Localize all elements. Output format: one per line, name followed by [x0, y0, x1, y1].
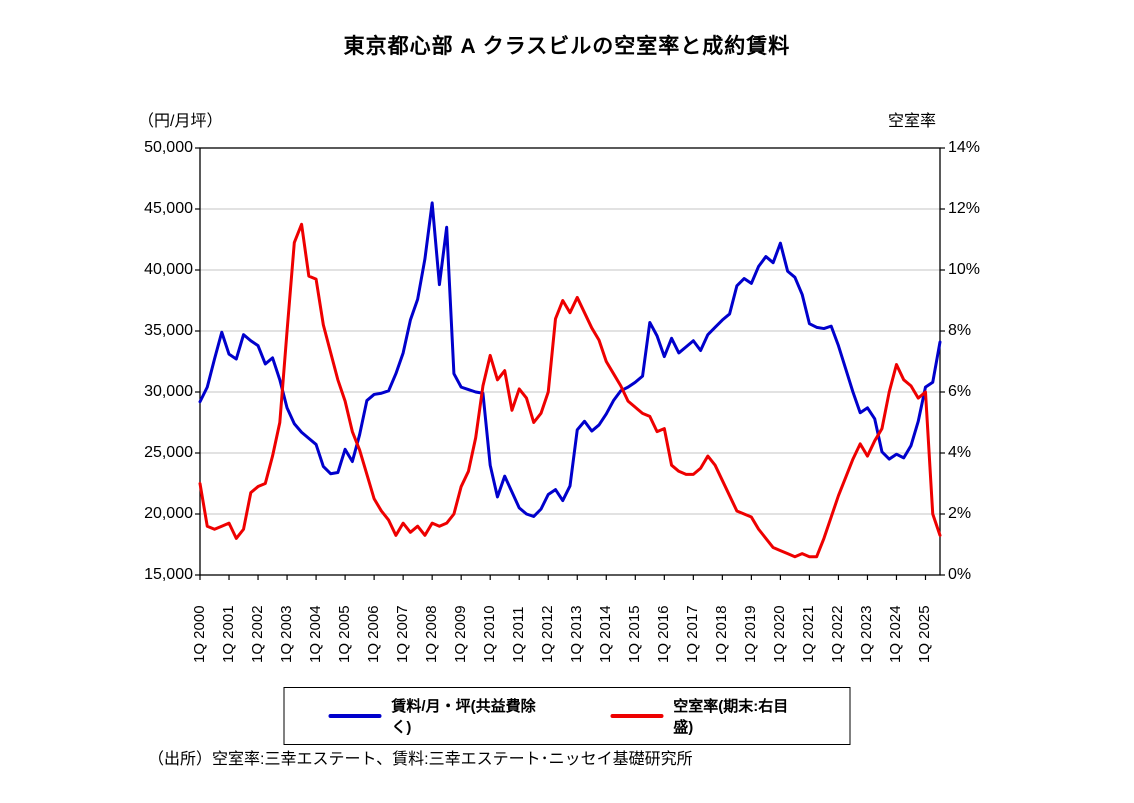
right-axis-title: 空室率: [888, 113, 937, 130]
y-left-tick-label: 40,000: [144, 261, 193, 278]
vacancy-series-line: [198, 222, 942, 559]
legend-item-vacancy: 空室率(期末:右目盛): [610, 695, 805, 737]
x-axis-label: 1Q 2004: [307, 605, 325, 663]
legend: 賃料/月・坪(共益費除く) 空室率(期末:右目盛): [283, 687, 851, 745]
y-left-tick-label: 15,000: [144, 566, 193, 583]
x-axis-label: 1Q 2005: [336, 605, 354, 663]
plot-border: [199, 147, 941, 576]
x-axis-label: 1Q 2018: [713, 605, 731, 663]
x-axis-label: 1Q 2021: [800, 605, 818, 663]
legend-label-vacancy: 空室率(期末:右目盛): [673, 698, 789, 736]
x-axis-label: 1Q 2000: [191, 605, 208, 663]
y-left-tick-label: 50,000: [144, 139, 193, 156]
y-right-tick-label: 4%: [948, 444, 972, 461]
y-right-tick-label: 8%: [948, 322, 972, 339]
x-axis-label: 1Q 2008: [423, 605, 441, 663]
x-axis-label: 1Q 2019: [742, 605, 760, 663]
legend-item-rent: 賃料/月・坪(共益費除く): [328, 695, 553, 737]
rent-series-line: [198, 201, 942, 518]
x-axis-label: 1Q 2010: [481, 605, 499, 663]
x-axis-label: 1Q 2012: [539, 605, 557, 663]
source-note: （出所）空室率:三幸エステート、賃料:三幸エステート･ニッセイ基礎研究所: [148, 751, 693, 768]
x-axis-label: 1Q 2020: [771, 605, 789, 663]
y-left-tick-label: 25,000: [144, 444, 193, 461]
x-axis-label: 1Q 2015: [626, 605, 644, 663]
x-axis-label: 1Q 2001: [220, 605, 238, 663]
x-axis-label: 1Q 2013: [568, 605, 586, 663]
y-right-tick-label: 0%: [948, 566, 972, 583]
left-axis-unit-label: （円/月坪）: [138, 113, 223, 130]
y-right-tick-label: 6%: [948, 383, 972, 400]
x-axis-label: 1Q 2025: [916, 605, 934, 663]
x-axis-label: 1Q 2003: [278, 605, 296, 663]
x-axis-label: 1Q 2017: [684, 605, 702, 663]
y-left-tick-label: 45,000: [144, 200, 193, 217]
x-axis-label: 1Q 2006: [365, 605, 383, 663]
rent-line-sample: [328, 714, 382, 718]
x-axis-label: 1Q 2016: [655, 605, 673, 663]
x-axis-label: 1Q 2014: [597, 605, 615, 663]
x-axis-label: 1Q 2024: [887, 605, 905, 663]
x-axis-label: 1Q 2023: [858, 605, 876, 663]
y-left-tick-label: 20,000: [144, 505, 193, 522]
legend-label-rent: 賃料/月・坪(共益費除く): [391, 698, 536, 736]
y-right-tick-label: 10%: [948, 261, 981, 278]
y-right-tick-label: 14%: [948, 139, 981, 156]
x-axis-label: 1Q 2011: [510, 606, 528, 663]
chart-title: 東京都心部 A クラスビルの空室率と成約賃料: [343, 35, 791, 58]
x-axis-label: 1Q 2022: [829, 605, 847, 663]
x-axis-label: 1Q 2002: [249, 605, 267, 663]
y-right-tick-label: 2%: [948, 505, 972, 522]
y-right-tick-label: 12%: [948, 200, 981, 217]
y-left-tick-label: 35,000: [144, 322, 193, 339]
x-axis-label: 1Q 2007: [394, 605, 412, 663]
vacancy-line-sample: [610, 714, 664, 718]
y-left-tick-label: 30,000: [144, 383, 193, 400]
x-axis-label: 1Q 2009: [452, 605, 470, 663]
